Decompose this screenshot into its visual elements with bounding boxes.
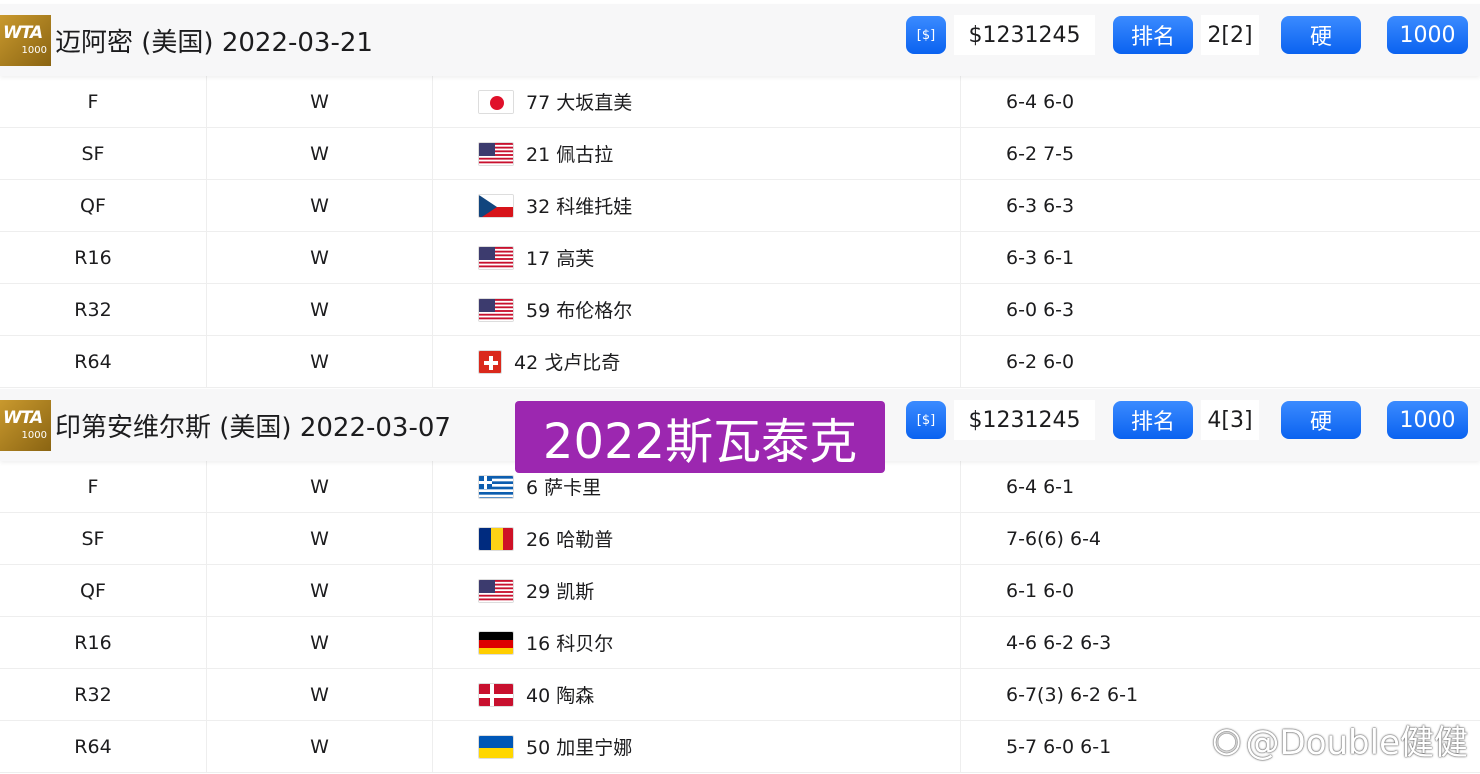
level-badge[interactable]: 1000 (1387, 16, 1468, 54)
score: 4-6 6-2 6-3 (1006, 631, 1112, 654)
match-row[interactable]: R16 W 16 科贝尔 4-6 6-2 6-3 (0, 617, 1480, 669)
result: W (207, 669, 433, 720)
prize-money-icon[interactable]: [$] (906, 401, 946, 439)
round: R16 (0, 232, 207, 283)
tournament-section: WTA 1000 迈阿密 (美国) 2022-03-21 [$] $1231245… (0, 4, 1480, 388)
rank-value: 4[3] (1201, 400, 1259, 440)
opponent[interactable]: 77 大坂直美 (526, 92, 633, 114)
weibo-icon: ◉ (1211, 719, 1242, 760)
rank-value: 2[2] (1201, 15, 1259, 55)
flag-ro-icon (478, 526, 514, 551)
opponent[interactable]: 50 加里宁娜 (526, 737, 633, 759)
round: QF (0, 180, 207, 231)
flag-ua-icon (478, 734, 514, 759)
score: 5-7 6-0 6-1 (1006, 735, 1112, 758)
score: 6-4 6-0 (1006, 90, 1075, 113)
tournament-title: 迈阿密 (美国) 2022-03-21 (55, 27, 373, 58)
round: R64 (0, 721, 207, 772)
wta-1000-logo: WTA 1000 (0, 14, 51, 66)
round: QF (0, 565, 207, 616)
rank-button[interactable]: 排名 (1113, 401, 1193, 439)
result: W (207, 232, 433, 283)
flag-dk-icon (478, 682, 514, 707)
match-row[interactable]: R64 W 42 戈卢比奇 6-2 6-0 (0, 336, 1480, 388)
score: 6-3 6-3 (1006, 194, 1075, 217)
opponent[interactable]: 29 凯斯 (526, 581, 595, 603)
match-row[interactable]: R16 W 17 高芙 6-3 6-1 (0, 232, 1480, 284)
match-row[interactable]: SF W 21 佩古拉 6-2 7-5 (0, 128, 1480, 180)
wta-1000-logo: WTA 1000 (0, 399, 51, 451)
surface-badge[interactable]: 硬 (1281, 16, 1361, 54)
prize-money: $1231245 (954, 400, 1095, 440)
result: W (207, 180, 433, 231)
rank-button[interactable]: 排名 (1113, 16, 1193, 54)
result: W (207, 617, 433, 668)
tournament-title: 印第安维尔斯 (美国) 2022-03-07 (55, 412, 451, 443)
result: W (207, 336, 433, 387)
score: 6-3 6-1 (1006, 246, 1075, 269)
score: 6-7(3) 6-2 6-1 (1006, 683, 1139, 706)
round: R32 (0, 284, 207, 335)
round: R64 (0, 336, 207, 387)
score: 6-2 6-0 (1006, 350, 1075, 373)
flag-us-icon (478, 578, 514, 603)
opponent[interactable]: 16 科贝尔 (526, 633, 614, 655)
match-row[interactable]: F W 6 萨卡里 6-4 6-1 (0, 461, 1480, 513)
result: W (207, 284, 433, 335)
opponent[interactable]: 59 布伦格尔 (526, 300, 633, 322)
flag-jp-icon (478, 89, 514, 114)
flag-us-icon (478, 245, 514, 270)
result: W (207, 461, 433, 512)
opponent[interactable]: 17 高芙 (526, 248, 595, 270)
opponent[interactable]: 26 哈勒普 (526, 529, 614, 551)
flag-de-icon (478, 630, 514, 655)
flag-ch-icon (478, 349, 502, 374)
flag-gr-icon (478, 474, 514, 499)
opponent[interactable]: 6 萨卡里 (526, 477, 602, 499)
overlay-caption: 2022斯瓦泰克 (515, 401, 885, 473)
match-row[interactable]: QF W 32 科维托娃 6-3 6-3 (0, 180, 1480, 232)
match-row[interactable]: SF W 26 哈勒普 7-6(6) 6-4 (0, 513, 1480, 565)
prize-money-icon[interactable]: [$] (906, 16, 946, 54)
prize-money: $1231245 (954, 15, 1095, 55)
score: 7-6(6) 6-4 (1006, 527, 1102, 550)
opponent[interactable]: 40 陶森 (526, 685, 595, 707)
result: W (207, 513, 433, 564)
result: W (207, 128, 433, 179)
match-row[interactable]: R64 W 50 加里宁娜 5-7 6-0 6-1 (0, 721, 1480, 773)
opponent[interactable]: 21 佩古拉 (526, 144, 614, 166)
opponent[interactable]: 42 戈卢比奇 (514, 352, 621, 374)
score: 6-1 6-0 (1006, 579, 1075, 602)
score: 6-2 7-5 (1006, 142, 1075, 165)
result: W (207, 721, 433, 772)
watermark-text: @Double健健 (1245, 723, 1468, 763)
match-row[interactable]: R32 W 40 陶森 6-7(3) 6-2 6-1 (0, 669, 1480, 721)
match-row[interactable]: R32 W 59 布伦格尔 6-0 6-3 (0, 284, 1480, 336)
flag-us-icon (478, 297, 514, 322)
tournament-header: WTA 1000 迈阿密 (美国) 2022-03-21 [$] $1231245… (0, 4, 1480, 76)
opponent[interactable]: 32 科维托娃 (526, 196, 633, 218)
flag-us-icon (478, 141, 514, 166)
match-row[interactable]: QF W 29 凯斯 6-1 6-0 (0, 565, 1480, 617)
round: F (0, 461, 207, 512)
score: 6-0 6-3 (1006, 298, 1075, 321)
flag-cz-icon (478, 193, 514, 218)
result: W (207, 76, 433, 127)
surface-badge[interactable]: 硬 (1281, 401, 1361, 439)
match-row[interactable]: F W 77 大坂直美 6-4 6-0 (0, 76, 1480, 128)
level-badge[interactable]: 1000 (1387, 401, 1468, 439)
result: W (207, 565, 433, 616)
score: 6-4 6-1 (1006, 475, 1075, 498)
round: SF (0, 513, 207, 564)
round: R16 (0, 617, 207, 668)
round: F (0, 76, 207, 127)
watermark: ◉ @Double健健 (1212, 715, 1468, 764)
round: R32 (0, 669, 207, 720)
round: SF (0, 128, 207, 179)
